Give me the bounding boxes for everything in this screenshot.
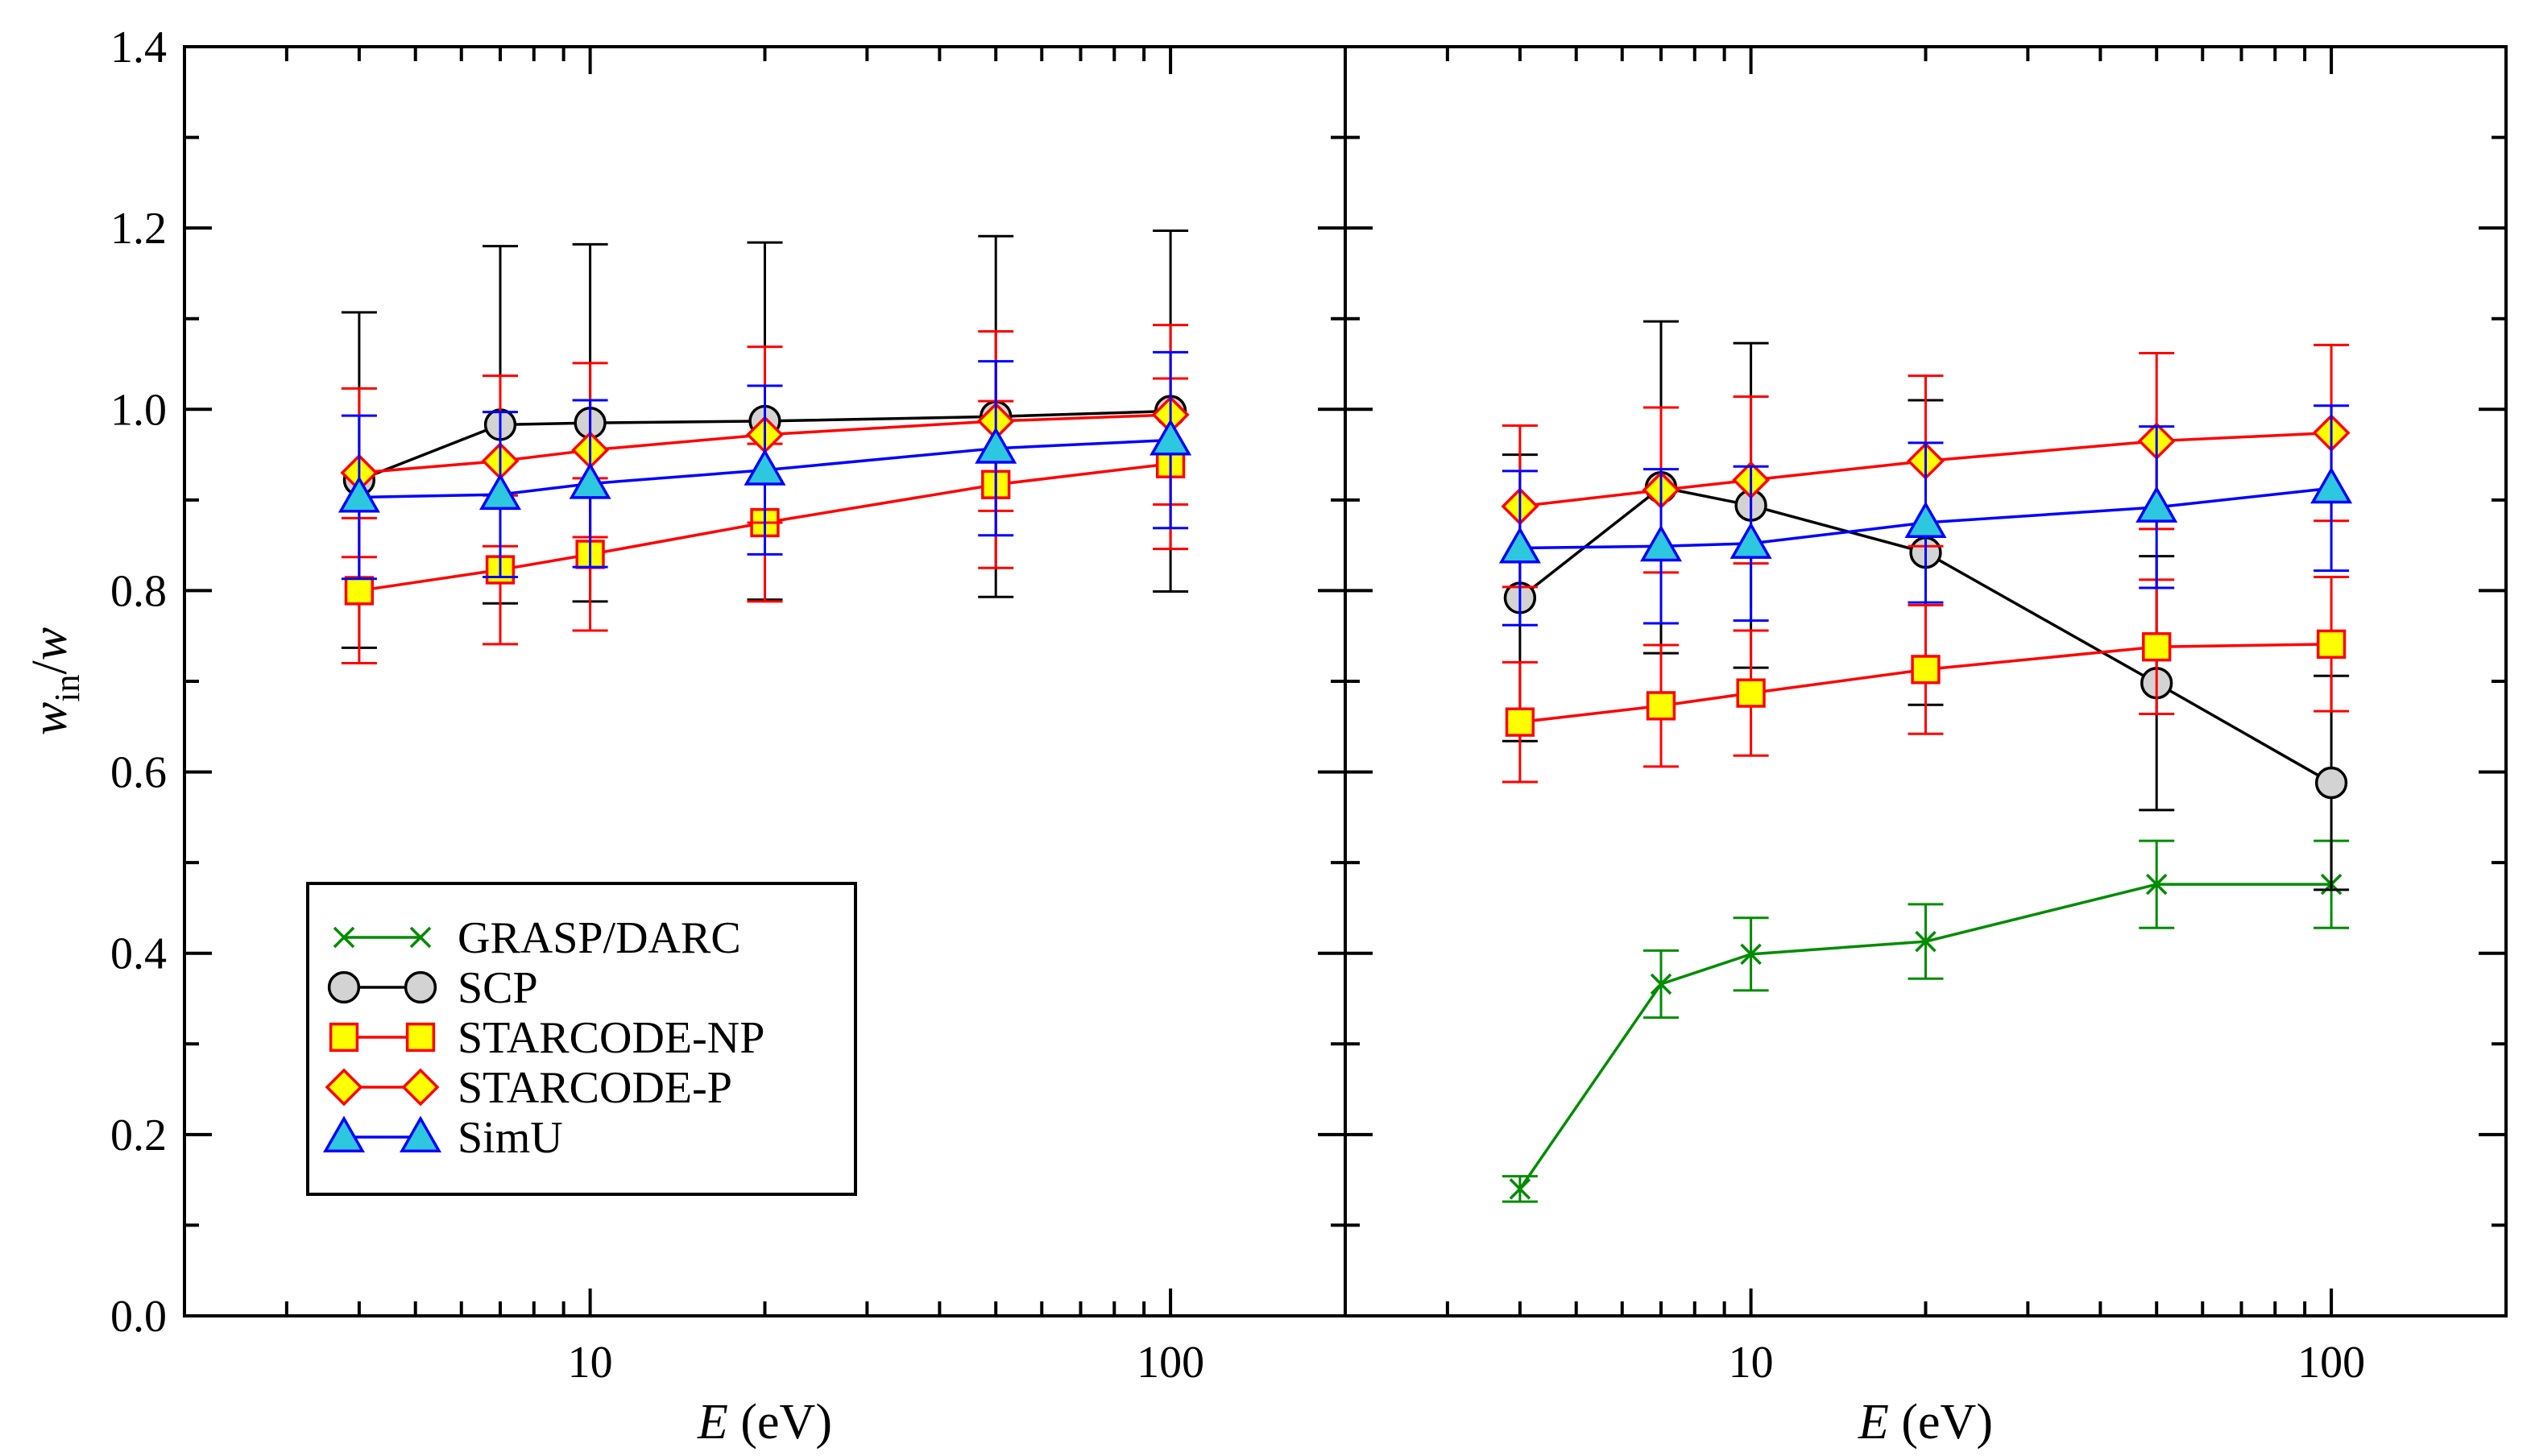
square-marker xyxy=(405,1022,436,1053)
series-line xyxy=(1519,643,2332,724)
legend-label: SCP xyxy=(458,963,538,1013)
y-axis-main: w xyxy=(23,702,77,735)
triangle-marker xyxy=(1729,522,1772,559)
panel-frame-right xyxy=(1344,45,2508,1317)
panel-right xyxy=(1498,320,2353,1203)
plot-layer xyxy=(338,230,2353,1203)
y-tick-label: 0.8 xyxy=(110,566,167,616)
triangle-marker xyxy=(1498,526,1541,564)
triangle-marker xyxy=(569,462,611,499)
y-tick-label: 0.4 xyxy=(110,929,167,979)
legend-label: STARCODE-P xyxy=(458,1063,732,1113)
square-marker xyxy=(1646,691,1676,721)
legend-item-simu: SimU xyxy=(322,1113,563,1163)
y-axis-subscript: in xyxy=(48,675,87,702)
y-axis-slash: / xyxy=(23,660,77,675)
x-axis-unit: (eV) xyxy=(1889,1395,1993,1450)
legend-label: SimU xyxy=(458,1113,563,1163)
square-marker xyxy=(329,1022,359,1053)
x-marker-stroke xyxy=(1740,943,1762,966)
square-marker xyxy=(2316,629,2347,659)
x-marker-stroke xyxy=(1650,973,1672,995)
y-tick-label: 0.2 xyxy=(110,1111,167,1160)
triangle-marker xyxy=(1150,419,1192,456)
circle-marker xyxy=(2314,766,2348,800)
y-tick-label: 1.4 xyxy=(110,23,167,72)
square-marker xyxy=(344,576,375,606)
x-tick-label: 100 xyxy=(1137,1338,1204,1388)
series-line xyxy=(1518,486,2332,784)
x-axis-variable: E xyxy=(697,1395,728,1450)
triangle-marker xyxy=(975,427,1017,464)
triangle-marker xyxy=(399,1115,442,1152)
legend-item-grasp-darc: GRASP/DARC xyxy=(333,913,741,963)
series-line xyxy=(358,438,1171,499)
triangle-marker xyxy=(338,475,380,513)
y-tick-label: 0.6 xyxy=(110,748,167,798)
triangle-marker xyxy=(2135,486,2178,523)
series-line xyxy=(1519,431,2332,508)
x-tick-label: 10 xyxy=(1729,1338,1774,1388)
series-line xyxy=(1519,486,2332,550)
square-marker xyxy=(1505,707,1535,737)
series-line xyxy=(358,462,1171,593)
x-tick-label: 10 xyxy=(568,1338,613,1388)
series-simu xyxy=(338,350,1192,581)
diamond-marker xyxy=(401,1068,440,1106)
x-marker-stroke xyxy=(1915,930,1937,953)
square-marker xyxy=(2142,632,2172,662)
legend-label: STARCODE-NP xyxy=(458,1013,764,1063)
y-tick-label: 1.2 xyxy=(110,204,167,254)
triangle-marker xyxy=(1639,524,1683,562)
series-line xyxy=(358,413,1171,474)
triangle-marker xyxy=(1904,501,1947,538)
x-axis-title: E (eV) xyxy=(1858,1395,1993,1450)
legend-label: GRASP/DARC xyxy=(458,913,741,963)
triangle-marker xyxy=(2310,466,2353,504)
series-starcode-np xyxy=(1502,576,2350,784)
x-marker-stroke xyxy=(333,926,355,949)
diamond-marker xyxy=(325,1068,363,1106)
x-axis-variable: E xyxy=(1858,1395,1889,1450)
panel-left xyxy=(338,230,1192,664)
legend-item-starcode-p: STARCODE-P xyxy=(325,1063,732,1113)
square-marker xyxy=(1736,678,1766,708)
legend-box xyxy=(306,882,857,1196)
square-marker xyxy=(1911,655,1941,685)
triangle-marker xyxy=(744,449,786,486)
x-marker-stroke xyxy=(2145,873,2168,896)
x-axis-title: E (eV) xyxy=(697,1395,832,1450)
y-axis-title-text: win/w xyxy=(23,627,87,735)
y-tick-label: 0.0 xyxy=(110,1292,167,1342)
legend-item-starcode-np: STARCODE-NP xyxy=(329,1013,764,1063)
y-tick-label: 1.0 xyxy=(110,385,167,435)
axis-labels: 0.0 0.2 0.4 0.6 0.8 1.0 1.2 1.4 10 100 E (eV) 10 100… xyxy=(23,23,2365,1450)
circle-marker xyxy=(404,970,437,1004)
x-tick-label: 100 xyxy=(2297,1338,2365,1388)
x-marker-stroke xyxy=(1509,1178,1531,1200)
triangle-marker xyxy=(322,1115,366,1152)
series-simu xyxy=(1498,404,2353,627)
y-axis-title: win/w xyxy=(23,627,87,735)
series-line xyxy=(1518,883,2332,1190)
x-marker-stroke xyxy=(409,926,432,949)
y-axis-denominator: w xyxy=(23,627,77,660)
triangle-marker xyxy=(478,473,522,511)
circle-marker xyxy=(327,970,361,1004)
frame-layer xyxy=(183,45,2508,1317)
x-axis-unit: (eV) xyxy=(728,1395,832,1450)
legend-item-scp: SCP xyxy=(327,963,538,1013)
series-line xyxy=(358,409,1171,482)
